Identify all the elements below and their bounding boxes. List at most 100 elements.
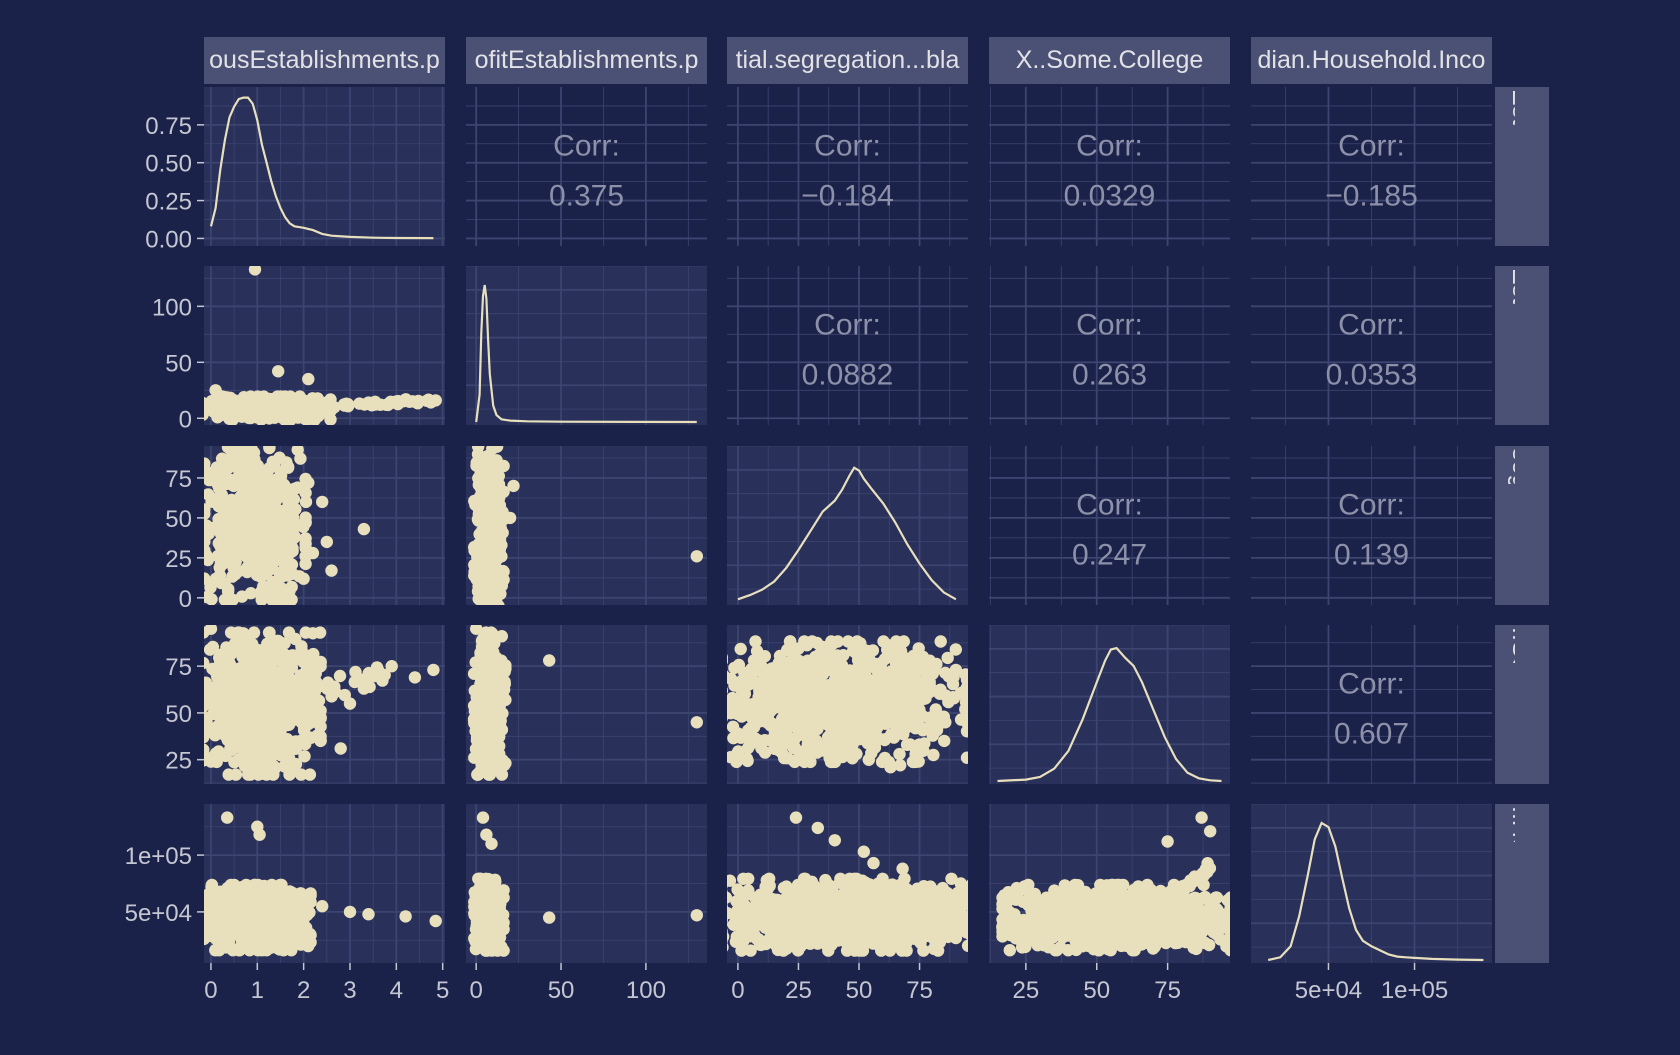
data-point-outlier: [543, 654, 555, 666]
data-point-outlier: [209, 384, 221, 396]
data-point: [214, 569, 226, 581]
panel-1-4: [1251, 266, 1492, 446]
data-point-outlier: [386, 660, 398, 672]
data-point: [374, 399, 386, 411]
data-point: [268, 667, 280, 679]
data-point-outlier: [307, 547, 319, 559]
data-point-outlier: [470, 623, 482, 635]
data-point: [716, 712, 728, 724]
data-point: [197, 727, 209, 739]
data-point: [771, 684, 783, 696]
data-point: [488, 566, 500, 578]
data-point: [716, 700, 728, 712]
data-point-outlier: [358, 523, 370, 535]
data-point-outlier: [477, 811, 489, 823]
data-point: [263, 462, 275, 474]
data-point-outlier: [399, 910, 411, 922]
data-point: [924, 655, 936, 667]
data-point: [268, 594, 280, 606]
data-point-outlier: [744, 739, 756, 751]
data-point: [779, 707, 791, 719]
data-point: [488, 532, 500, 544]
data-point: [961, 752, 973, 764]
data-point: [751, 645, 763, 657]
data-point-outlier: [247, 763, 259, 775]
panel-2-4: [1251, 446, 1492, 618]
data-point-outlier: [253, 829, 265, 841]
data-point: [836, 668, 848, 680]
data-point: [825, 727, 837, 739]
data-point: [481, 643, 493, 655]
data-point: [270, 731, 282, 743]
data-point: [486, 443, 498, 455]
data-point: [197, 657, 209, 669]
data-point: [475, 758, 487, 770]
data-point: [468, 559, 480, 571]
data-point-outlier: [288, 892, 300, 904]
panel-grid: [1251, 625, 1492, 784]
data-point-outlier: [311, 729, 323, 741]
data-point: [304, 887, 316, 899]
data-point: [370, 666, 382, 678]
data-point: [281, 460, 293, 472]
data-point: [893, 748, 905, 760]
data-point: [263, 403, 275, 415]
data-point: [782, 670, 794, 682]
data-point-outlier: [691, 716, 703, 728]
data-point-outlier: [302, 477, 314, 489]
data-point: [269, 887, 281, 899]
data-point: [950, 643, 962, 655]
data-point: [471, 719, 483, 731]
data-point-outlier: [950, 664, 962, 676]
data-point: [498, 759, 510, 771]
data-point: [841, 699, 853, 711]
data-point: [209, 681, 221, 693]
data-point: [222, 441, 234, 453]
data-point-outlier: [504, 512, 516, 524]
data-point: [778, 752, 790, 764]
data-point: [728, 679, 740, 691]
panel-grid: [708, 87, 968, 257]
data-point: [716, 655, 728, 667]
data-point: [244, 665, 256, 677]
data-point: [223, 768, 235, 780]
data-point-outlier: [321, 536, 333, 548]
data-point: [267, 768, 279, 780]
data-point: [219, 937, 231, 949]
panel-grid: [1251, 266, 1492, 446]
data-point: [910, 756, 922, 768]
data-point: [256, 928, 268, 940]
data-point: [253, 889, 265, 901]
data-point: [898, 667, 910, 679]
data-point-outlier: [335, 742, 347, 754]
data-point: [881, 670, 893, 682]
data-point: [726, 692, 738, 704]
data-point: [735, 643, 747, 655]
data-point: [298, 750, 310, 762]
data-point: [263, 442, 275, 454]
data-point: [927, 729, 939, 741]
data-point: [294, 680, 306, 692]
data-point: [279, 911, 291, 923]
data-point-outlier: [221, 811, 233, 823]
data-point: [289, 503, 301, 515]
data-point: [303, 718, 315, 730]
data-point: [792, 753, 804, 765]
data-point: [303, 690, 315, 702]
data-point-outlier: [427, 664, 439, 676]
data-point: [868, 706, 880, 718]
data-point: [715, 914, 727, 926]
panel-3-3: [989, 625, 1230, 784]
data-point: [479, 631, 491, 643]
data-point: [961, 686, 973, 698]
panel-grid: [989, 446, 1230, 618]
data-point: [716, 705, 728, 717]
data-point: [832, 745, 844, 757]
data-point: [298, 934, 310, 946]
data-point-outlier: [316, 496, 328, 508]
data-point: [898, 684, 910, 696]
data-point: [412, 397, 424, 409]
data-point: [486, 906, 498, 918]
data-point: [233, 470, 245, 482]
data-point: [935, 635, 947, 647]
